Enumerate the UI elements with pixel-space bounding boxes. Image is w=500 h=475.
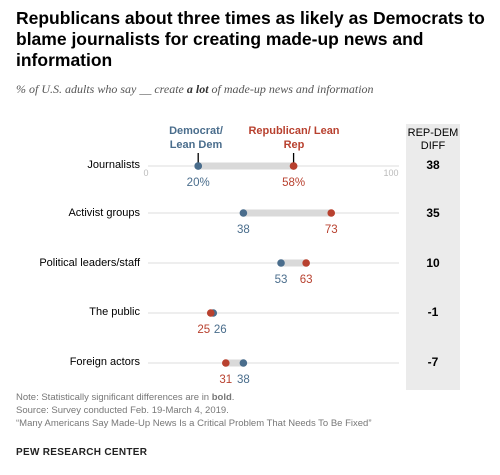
footer-note: Note: Statistically significant differen… [16, 392, 234, 404]
dot-republican [327, 209, 336, 217]
value-label-democrat: 26 [214, 324, 227, 336]
chart-subtitle: % of U.S. adults who say __ create a lot… [16, 82, 486, 97]
value-label-republican: 31 [219, 374, 232, 386]
note-suffix: . [231, 392, 235, 403]
diff-column-header: REP-DEM DIFF [407, 127, 459, 152]
footer-source: Source: Survey conducted Feb. 19-March 4… [16, 405, 229, 416]
subtitle-emphasis: a lot [186, 82, 209, 96]
diff-column-background [406, 124, 460, 390]
dot-democrat [239, 209, 248, 217]
row-label-foreign-actors: Foreign actors [69, 356, 140, 368]
axis-label-max: 100 [383, 168, 398, 178]
dot-democrat [277, 259, 285, 267]
value-label-republican: 25 [197, 324, 210, 336]
value-label-republican: 73 [325, 224, 338, 236]
brand-logo-text: PEW RESEARCH CENTER [16, 447, 148, 458]
dot-republican [206, 309, 215, 317]
note-bold: bold [211, 392, 232, 403]
row-label-activist-groups: Activist groups [68, 207, 140, 219]
value-label-democrat: 38 [237, 224, 250, 236]
dot-republican [302, 259, 310, 267]
footer-report: “Many Americans Say Made-Up News Is a Cr… [16, 418, 372, 429]
diff-value-journalists: 38 [426, 158, 440, 172]
value-label-democrat: 38 [237, 374, 250, 386]
chart-title: Republicans about three times as likely … [16, 8, 485, 70]
dot-republican [222, 359, 230, 367]
axis-label-min: 0 [143, 168, 148, 178]
value-label-democrat: 20% [187, 177, 210, 189]
value-label-democrat: 53 [275, 274, 288, 286]
subtitle-part2: of made-up news and information [208, 82, 374, 96]
dot-republican-top [289, 162, 298, 170]
row-label-the-public: The public [89, 306, 140, 318]
diff-value-activist-groups: 35 [426, 206, 440, 220]
value-label-republican: 63 [300, 274, 313, 286]
diff-value-the-public: -1 [427, 305, 439, 319]
subtitle-part1: % of U.S. adults who say __ create [16, 82, 187, 96]
row-label-journalists: Journalists [87, 159, 140, 171]
dot-democrat-top [194, 162, 202, 170]
legend-republican: Republican/ Lean Rep [248, 125, 340, 151]
legend-democrat: Democrat/ Lean Dem [169, 125, 223, 151]
value-label-republican: 58% [282, 177, 305, 189]
note-prefix: Note: Statistically significant differen… [16, 392, 212, 403]
row-label-political-leaders: Political leaders/staff [39, 257, 140, 269]
dot-democrat [239, 359, 248, 367]
diff-value-foreign-actors: -7 [427, 355, 439, 369]
diff-value-political-leaders: 10 [426, 256, 440, 270]
